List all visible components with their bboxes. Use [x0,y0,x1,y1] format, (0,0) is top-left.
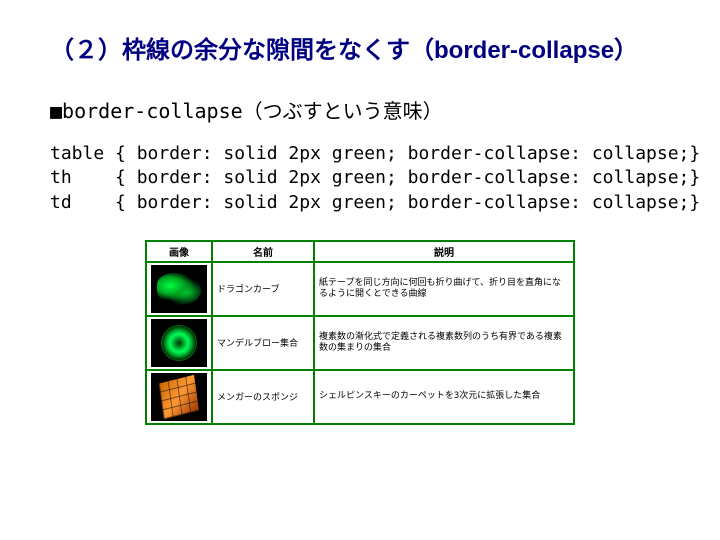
name-cell: マンデルブロー集合 [212,316,314,370]
desc-cell: シェルピンスキーのカーペットを3次元に拡張した集合 [314,370,574,424]
col-desc: 説明 [314,241,574,262]
name-cell: ドラゴンカーブ [212,262,314,316]
desc-cell: 複素数の漸化式で定義される複素数列のうち有界である複素数の集まりの集合 [314,316,574,370]
slide-container: （２）枠線の余分な隙間をなくす（border-collapse） ■border… [0,0,720,455]
name-cell: メンガーのスポンジ [212,370,314,424]
slide-subtitle: ■border-collapse（つぶすという意味） [50,95,670,124]
example-table: 画像 名前 説明 ドラゴンカーブ紙テープを同じ方向に何回も折り曲げて、折り目を直… [145,240,575,425]
image-cell [146,262,212,316]
col-name: 名前 [212,241,314,262]
table-row: メンガーのスポンジシェルピンスキーのカーペットを3次元に拡張した集合 [146,370,574,424]
table-row: ドラゴンカーブ紙テープを同じ方向に何回も折り曲げて、折り目を直角になるように開く… [146,262,574,316]
slide-title: （２）枠線の余分な隙間をなくす（border-collapse） [50,30,670,65]
fractal-image-icon [151,373,207,421]
desc-cell: 紙テープを同じ方向に何回も折り曲げて、折り目を直角になるように開くとできる曲線 [314,262,574,316]
image-cell [146,316,212,370]
table-row: マンデルブロー集合複素数の漸化式で定義される複素数列のうち有界である複素数の集ま… [146,316,574,370]
example-table-wrap: 画像 名前 説明 ドラゴンカーブ紙テープを同じ方向に何回も折り曲げて、折り目を直… [50,240,670,425]
code-example: table { border: solid 2px green; border-… [50,142,670,215]
fractal-image-icon [151,319,207,367]
table-header-row: 画像 名前 説明 [146,241,574,262]
col-image: 画像 [146,241,212,262]
fractal-image-icon [151,265,207,313]
image-cell [146,370,212,424]
